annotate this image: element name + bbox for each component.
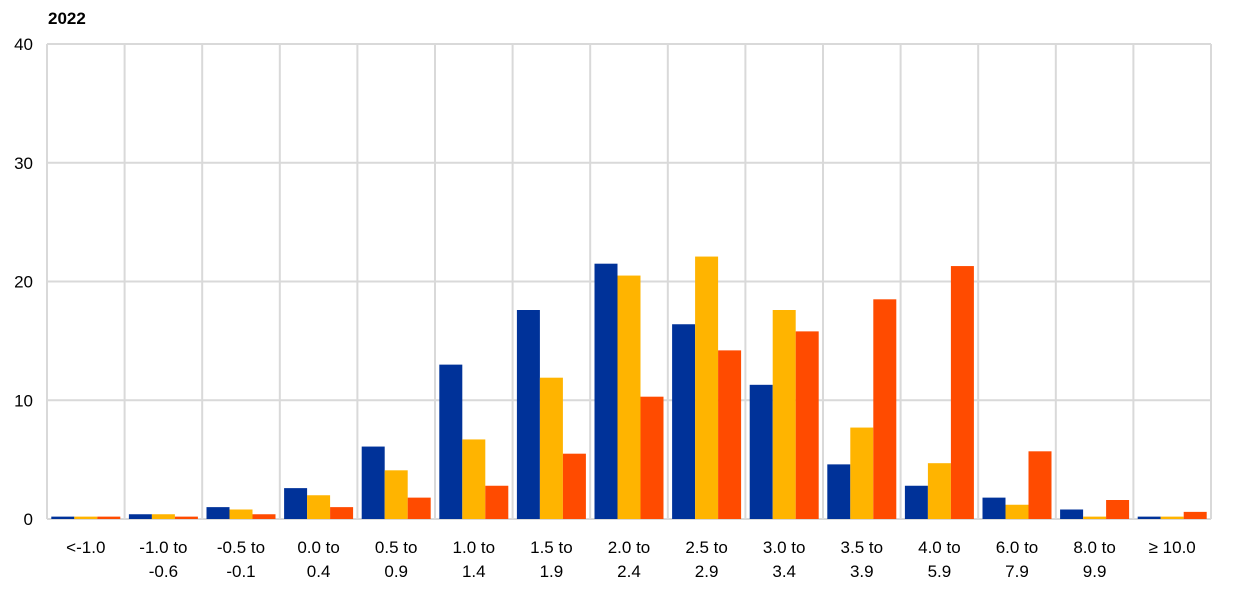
bar	[927, 463, 951, 519]
x-tick-label: 2.5 to	[685, 538, 728, 557]
x-tick-label: 8.0 to	[1073, 538, 1116, 557]
x-tick-label: 6.0 to	[996, 538, 1039, 557]
bar	[206, 507, 230, 519]
bar	[1137, 516, 1161, 519]
x-tick-label: 3.5 to	[841, 538, 884, 557]
bar	[562, 453, 586, 519]
bar	[617, 275, 641, 519]
bar	[384, 470, 408, 519]
bar	[904, 485, 928, 519]
bar	[672, 324, 696, 519]
bar	[1060, 509, 1084, 519]
chart-title: 2022	[48, 9, 86, 28]
x-tick-label: -1.0 to	[139, 538, 187, 557]
x-tick-label: 1.5 to	[530, 538, 573, 557]
bar	[873, 299, 897, 519]
x-tick-label: 5.9	[928, 562, 952, 581]
y-tick-label: 30	[14, 154, 33, 173]
bar	[1005, 504, 1029, 519]
bar	[485, 485, 509, 519]
bar	[516, 310, 540, 519]
x-tick-label: 4.0 to	[918, 538, 961, 557]
bar	[594, 263, 618, 519]
bar	[284, 488, 308, 519]
x-tick-label: 2.9	[695, 562, 719, 581]
x-tick-label: 2.0 to	[608, 538, 651, 557]
x-tick-label: 0.0 to	[297, 538, 340, 557]
x-tick-label: 7.9	[1005, 562, 1029, 581]
bar	[1160, 516, 1184, 519]
bar	[827, 464, 851, 519]
bar	[439, 364, 463, 519]
y-tick-label: 40	[14, 35, 33, 54]
x-tick-label: -0.6	[149, 562, 178, 581]
x-tick-label: 3.9	[850, 562, 874, 581]
bar	[749, 384, 773, 519]
bar	[539, 377, 563, 519]
bar	[1106, 500, 1130, 519]
x-tick-label: ≥ 10.0	[1149, 538, 1196, 557]
bar	[407, 497, 431, 519]
bar	[1083, 516, 1107, 519]
x-tick-label: <-1.0	[66, 538, 105, 557]
bar	[74, 516, 98, 519]
x-tick-label: 3.4	[772, 562, 796, 581]
bar	[950, 266, 974, 519]
bar	[51, 516, 75, 519]
bar	[1183, 511, 1207, 519]
x-tick-label: 1.9	[540, 562, 564, 581]
bar	[330, 507, 354, 519]
x-tick-label: -0.5 to	[217, 538, 265, 557]
x-tick-label: 0.4	[307, 562, 331, 581]
x-tick-label: 9.9	[1083, 562, 1107, 581]
bar	[252, 514, 276, 519]
x-tick-label: 1.0 to	[453, 538, 496, 557]
bar	[772, 310, 796, 519]
x-tick-label: 0.9	[384, 562, 408, 581]
x-tick-label: -0.1	[226, 562, 255, 581]
y-tick-label: 0	[24, 510, 33, 529]
bar	[229, 509, 253, 519]
x-tick-label: 1.4	[462, 562, 486, 581]
bar	[795, 331, 819, 519]
bar	[462, 439, 486, 519]
bar	[1028, 451, 1052, 519]
bar	[695, 256, 719, 519]
bar	[307, 495, 331, 519]
bar	[850, 427, 874, 519]
bar	[718, 350, 742, 519]
bar	[361, 446, 385, 519]
bar	[640, 396, 664, 519]
bar	[982, 497, 1006, 519]
bar	[174, 516, 198, 519]
bar	[151, 514, 175, 519]
x-tick-label: 2.4	[617, 562, 641, 581]
x-tick-label: 3.0 to	[763, 538, 806, 557]
y-tick-label: 20	[14, 273, 33, 292]
x-tick-label: 0.5 to	[375, 538, 418, 557]
bar	[97, 516, 121, 519]
bar	[128, 514, 152, 519]
y-tick-label: 10	[14, 391, 33, 410]
